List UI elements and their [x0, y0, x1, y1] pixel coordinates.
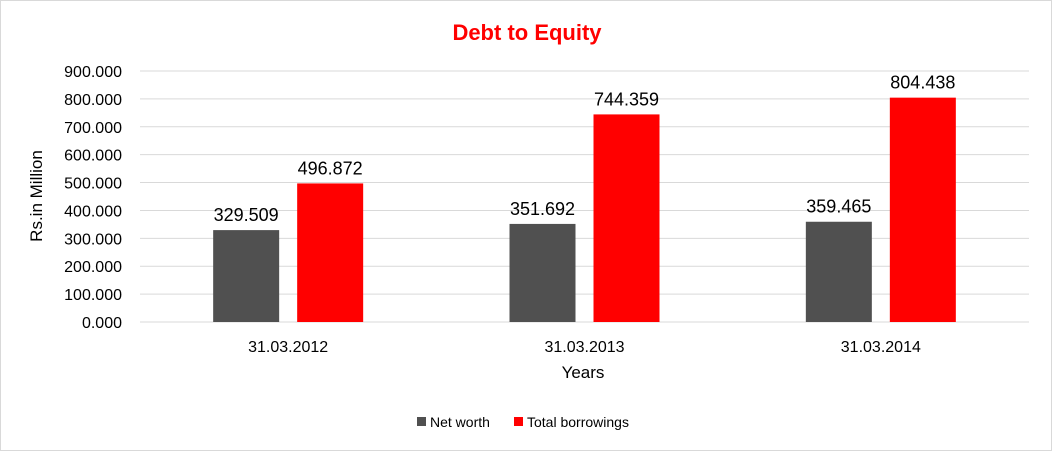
- y-tick-label: 500.000: [64, 176, 122, 193]
- bar-net-worth: [213, 230, 280, 322]
- chart-title: Debt to Equity: [452, 20, 602, 45]
- x-tick-label: 31.03.2013: [544, 339, 624, 356]
- y-tick-label: 0.000: [82, 315, 122, 332]
- bar-total-borrowings: [889, 97, 956, 322]
- bar-net-worth: [805, 221, 872, 322]
- y-tick-label: 100.000: [64, 287, 122, 304]
- y-tick-label: 400.000: [64, 203, 122, 220]
- x-axis-ticks: 31.03.2012 31.03.2013 31.03.2014: [248, 339, 921, 356]
- y-tick-label: 600.000: [64, 148, 122, 165]
- x-tick-label: 31.03.2012: [248, 339, 328, 356]
- y-tick-label: 200.000: [64, 259, 122, 276]
- x-axis-label: Years: [562, 363, 605, 382]
- legend-label: Net worth: [430, 414, 490, 430]
- data-labels: 329.509 496.872 351.692 744.359 359.465 804.4…: [214, 73, 956, 225]
- bar-net-worth: [509, 223, 576, 322]
- bar-total-borrowings: [297, 183, 364, 322]
- y-tick-label: 800.000: [64, 92, 122, 109]
- x-tick-label: 31.03.2014: [841, 339, 921, 356]
- y-axis-label: Rs.in Million: [27, 150, 46, 242]
- y-tick-label: 300.000: [64, 231, 122, 248]
- bars: [213, 97, 956, 322]
- legend: Net worth Total borrowings: [417, 414, 629, 430]
- y-tick-label: 700.000: [64, 120, 122, 137]
- data-label: 804.438: [890, 73, 955, 93]
- bar-total-borrowings: [593, 114, 660, 322]
- data-label: 329.509: [214, 205, 279, 225]
- y-axis-ticks: 0.000 100.000 200.000 300.000 400.000 500.000…: [64, 64, 122, 332]
- legend-swatch: [417, 417, 426, 426]
- y-tick-label: 900.000: [64, 64, 122, 81]
- data-label: 744.359: [594, 89, 659, 109]
- data-label: 359.465: [806, 197, 871, 217]
- legend-swatch: [514, 417, 523, 426]
- data-label: 351.692: [510, 199, 575, 219]
- legend-label: Total borrowings: [527, 414, 629, 430]
- data-label: 496.872: [298, 158, 363, 178]
- gridlines: [140, 70, 1029, 323]
